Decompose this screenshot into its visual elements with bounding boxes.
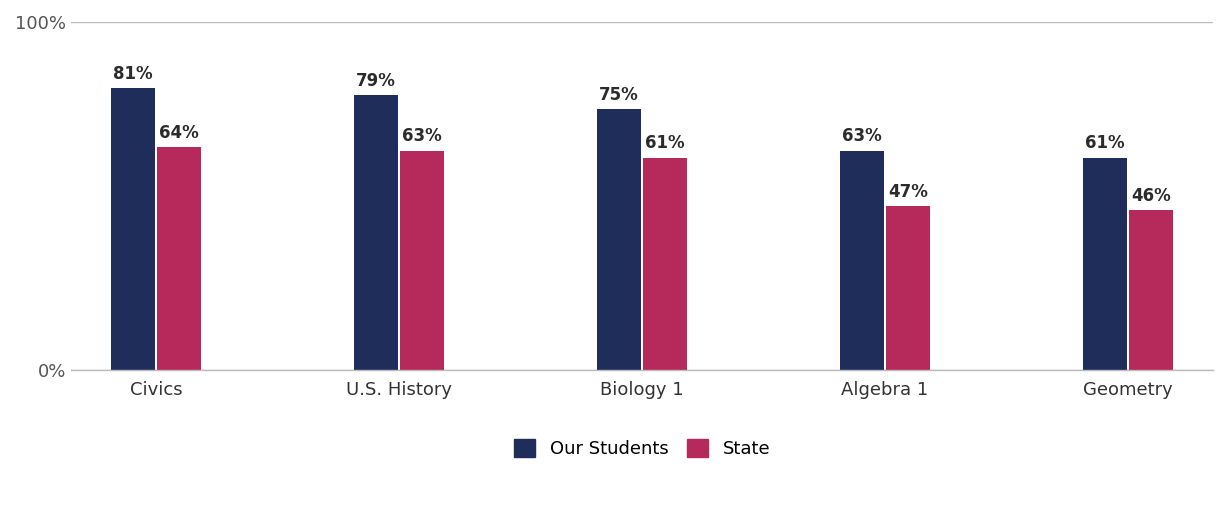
Bar <box>1083 157 1127 370</box>
Text: 46%: 46% <box>1131 187 1172 205</box>
Text: 64%: 64% <box>160 124 199 142</box>
Text: 75%: 75% <box>599 86 639 104</box>
Bar <box>597 109 641 370</box>
Bar <box>887 206 930 370</box>
Bar <box>1130 210 1173 370</box>
Text: 61%: 61% <box>1086 135 1125 153</box>
Text: 63%: 63% <box>842 128 882 145</box>
Text: 61%: 61% <box>645 135 685 153</box>
Legend: Our Students, State: Our Students, State <box>506 431 777 465</box>
Bar <box>157 147 201 370</box>
Text: 81%: 81% <box>113 65 152 83</box>
Text: 79%: 79% <box>356 72 395 90</box>
Bar <box>111 88 155 370</box>
Bar <box>840 151 884 370</box>
Bar <box>643 157 686 370</box>
Bar <box>400 151 443 370</box>
Bar <box>354 95 398 370</box>
Text: 47%: 47% <box>888 183 928 201</box>
Text: 63%: 63% <box>402 128 442 145</box>
